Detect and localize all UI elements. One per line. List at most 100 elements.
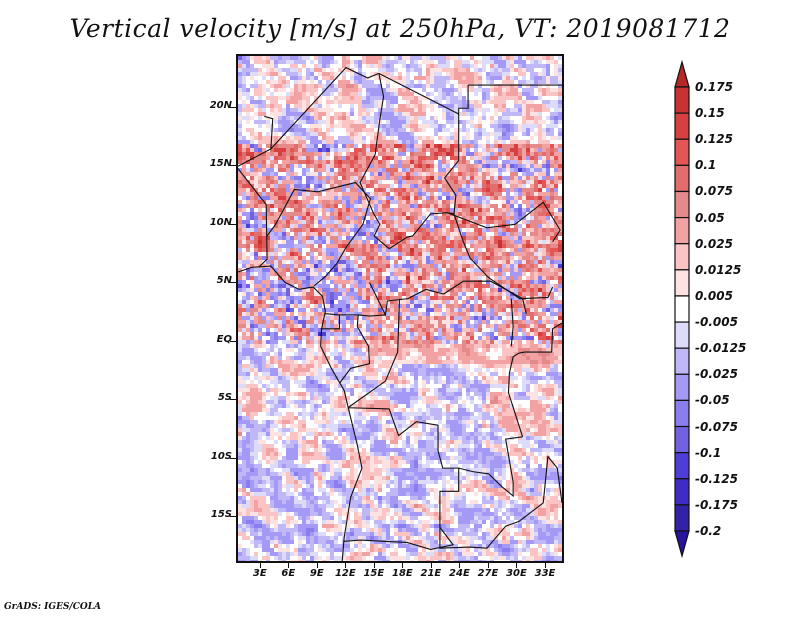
colorbar-level-label: -0.025 [695, 367, 738, 382]
country-border [264, 115, 274, 149]
colorbar-level-label: -0.075 [695, 419, 738, 434]
colorbar-box [674, 321, 690, 349]
x-tick-label: 15E [363, 568, 385, 579]
colorbar-level-label: 0.175 [695, 80, 733, 94]
country-border [266, 181, 372, 287]
colorbar-box [674, 295, 690, 323]
country-border [238, 66, 380, 167]
colorbar-box [674, 243, 690, 271]
y-tick-mark [230, 282, 236, 283]
coastline [238, 265, 363, 561]
y-tick-label: 15N [209, 158, 232, 170]
y-tick-mark [230, 399, 236, 400]
colorbar-level-label: -0.2 [695, 524, 722, 538]
colorbar-level-label: 0.005 [695, 288, 733, 303]
colorbar-box [674, 373, 690, 402]
colorbar [674, 59, 690, 559]
x-tick-mark [431, 563, 432, 568]
x-tick-mark [345, 563, 346, 568]
colorbar-box [674, 112, 690, 140]
y-tick-mark [230, 341, 236, 342]
x-tick-mark [317, 563, 318, 568]
map-plot-area [236, 54, 564, 563]
y-tick-mark [230, 458, 236, 459]
x-tick-mark [288, 563, 289, 568]
y-tick-mark [230, 107, 236, 108]
x-tick-mark [488, 563, 489, 568]
chart-title: Vertical velocity [m/s] at 250hPa, VT: 2… [69, 14, 731, 43]
y-tick-label: 20N [209, 99, 232, 111]
y-tick-mark [230, 516, 236, 517]
country-border [347, 298, 401, 409]
y-tick-label: 15S [210, 509, 232, 521]
colorbar-box [674, 452, 690, 480]
y-tick-mark [230, 224, 236, 225]
colorbar-level-label: 0.15 [695, 106, 725, 121]
y-tick-label: 10S [210, 450, 232, 462]
colorbar-box [674, 216, 690, 245]
colorbar-box [674, 399, 690, 428]
x-tick-mark [260, 563, 261, 568]
colorbar-box [674, 347, 690, 375]
x-tick-label: 24E [449, 568, 470, 579]
colorbar-box [674, 504, 690, 532]
colorbar-level-label: -0.05 [695, 393, 730, 408]
country-border [542, 455, 562, 504]
x-tick-label: 3E [252, 568, 267, 579]
colorbar-arrow-bottom [674, 530, 690, 559]
colorbar-level-label: 0.0125 [695, 262, 742, 277]
colorbar-level-label: -0.1 [695, 445, 722, 460]
country-border [320, 314, 340, 330]
colorbar-level-label: 0.025 [695, 236, 733, 251]
vertical-velocity-field [238, 56, 562, 561]
colorbar-box [674, 190, 690, 219]
colorbar-level-label: -0.175 [695, 497, 738, 512]
x-tick-mark [545, 563, 546, 568]
x-tick-mark [402, 563, 403, 568]
y-tick-mark [230, 165, 236, 166]
x-tick-mark [374, 563, 375, 568]
x-tick-label: 33E [534, 568, 556, 579]
country-border [458, 436, 523, 498]
x-tick-label: 9E [309, 568, 324, 579]
x-tick-label: 18E [392, 568, 413, 579]
country-border [368, 280, 527, 317]
colorbar-level-label: -0.125 [695, 471, 738, 486]
colorbar-level-label: 0.125 [695, 132, 733, 147]
colorbar-level-label: -0.005 [695, 315, 738, 330]
colorbar-box [674, 425, 690, 454]
country-border [344, 407, 460, 550]
x-tick-label: 12E [334, 568, 356, 579]
colorbar-box [674, 164, 690, 193]
country-border [439, 502, 544, 549]
grads-credit: GrADS: IGES/COLA [4, 602, 102, 612]
x-tick-label: 6E [281, 568, 296, 579]
x-tick-label: 27E [477, 568, 499, 579]
country-border [507, 322, 562, 437]
colorbar-level-label: 0.1 [695, 158, 717, 173]
country-border [359, 73, 469, 250]
colorbar-arrow-top [674, 59, 690, 88]
x-tick-label: 30E [506, 568, 527, 579]
country-borders [238, 66, 562, 561]
country-border [447, 201, 561, 243]
colorbar-box [674, 86, 690, 114]
y-tick-label: 10N [209, 216, 232, 228]
colorbar-box [674, 478, 690, 506]
colorbar-box [674, 138, 690, 166]
colorbar-level-label: 0.05 [695, 210, 725, 225]
x-tick-label: 21E [420, 568, 442, 579]
country-border [453, 213, 554, 300]
colorbar-box [674, 269, 690, 297]
country-border [325, 313, 386, 317]
country-border [510, 298, 514, 347]
country-border [378, 72, 459, 115]
y-tick-label: 5S [217, 392, 232, 404]
y-tick-label: EQ [216, 333, 232, 345]
x-tick-mark [516, 563, 517, 568]
x-tick-mark [459, 563, 460, 568]
y-tick-label: 5N [216, 275, 232, 287]
colorbar-level-label: 0.075 [695, 184, 733, 199]
country-border [338, 314, 371, 384]
colorbar-level-label: -0.0125 [695, 341, 747, 356]
